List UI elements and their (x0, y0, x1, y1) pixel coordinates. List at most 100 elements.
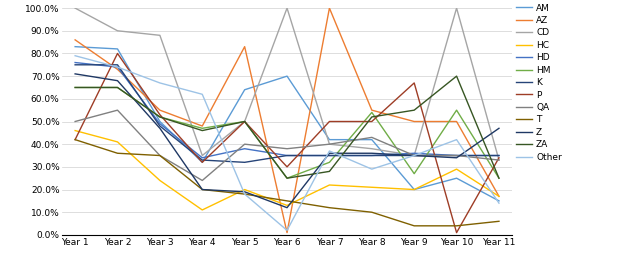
ZA (411, 109, 418, 112)
P (411, 81, 418, 85)
QA (368, 136, 376, 139)
Z (411, 154, 418, 157)
P (326, 120, 333, 123)
P (241, 120, 248, 123)
CD (198, 154, 206, 157)
CD (71, 6, 79, 10)
HM (411, 172, 418, 175)
ZA (114, 86, 121, 89)
Z (495, 127, 503, 130)
T (411, 224, 418, 227)
AZ (495, 195, 503, 198)
ZA (453, 75, 461, 78)
QA (156, 154, 163, 157)
Line: AM: AM (75, 47, 499, 201)
AM (453, 177, 461, 180)
K (326, 154, 333, 157)
AZ (156, 109, 163, 112)
HD (241, 147, 248, 150)
AZ (71, 38, 79, 42)
Other (241, 193, 248, 196)
CD (368, 147, 376, 150)
HD (283, 154, 291, 157)
P (114, 52, 121, 55)
HC (241, 188, 248, 191)
AM (156, 120, 163, 123)
AM (283, 75, 291, 78)
CD (453, 6, 461, 10)
CD (156, 34, 163, 37)
AZ (411, 120, 418, 123)
HC (283, 204, 291, 207)
Line: CD: CD (75, 8, 499, 160)
HM (156, 115, 163, 119)
Z (368, 152, 376, 155)
QA (241, 143, 248, 146)
HM (453, 109, 461, 112)
Other (495, 201, 503, 205)
T (156, 154, 163, 157)
HD (368, 154, 376, 157)
T (198, 188, 206, 191)
Other (156, 81, 163, 85)
CD (411, 154, 418, 157)
K (453, 154, 461, 157)
Other (453, 138, 461, 141)
Line: HM: HM (75, 87, 499, 178)
HM (283, 177, 291, 180)
HM (198, 127, 206, 130)
AZ (368, 109, 376, 112)
HC (114, 140, 121, 144)
QA (283, 147, 291, 150)
Other (326, 149, 333, 153)
AZ (326, 6, 333, 10)
Z (198, 188, 206, 191)
T (368, 211, 376, 214)
ZA (495, 177, 503, 180)
K (368, 154, 376, 157)
K (114, 63, 121, 66)
QA (495, 158, 503, 162)
P (453, 231, 461, 234)
Other (411, 154, 418, 157)
ZA (198, 129, 206, 132)
HD (326, 154, 333, 157)
AM (411, 188, 418, 191)
ZA (156, 115, 163, 119)
HM (71, 86, 79, 89)
HD (198, 156, 206, 159)
HM (368, 111, 376, 114)
HD (411, 152, 418, 155)
P (368, 120, 376, 123)
CD (114, 29, 121, 32)
P (156, 113, 163, 116)
K (71, 63, 79, 66)
HD (114, 65, 121, 69)
Other (368, 167, 376, 171)
HM (241, 120, 248, 123)
HC (411, 188, 418, 191)
T (495, 220, 503, 223)
AZ (453, 120, 461, 123)
AM (198, 161, 206, 164)
K (411, 154, 418, 157)
HC (495, 195, 503, 198)
CD (241, 120, 248, 123)
T (326, 206, 333, 209)
K (241, 161, 248, 164)
P (198, 161, 206, 164)
K (156, 124, 163, 128)
Z (71, 72, 79, 76)
Z (453, 156, 461, 159)
HC (326, 183, 333, 187)
Legend: AM, AZ, CD, HC, HD, HM, K, P, QA, T, Z, ZA, Other: AM, AZ, CD, HC, HD, HM, K, P, QA, T, Z, … (516, 4, 562, 162)
CD (326, 143, 333, 146)
Line: T: T (75, 140, 499, 226)
HM (326, 161, 333, 164)
ZA (241, 120, 248, 123)
Other (114, 65, 121, 69)
Z (156, 127, 163, 130)
QA (114, 109, 121, 112)
Line: P: P (75, 53, 499, 233)
HC (71, 129, 79, 132)
